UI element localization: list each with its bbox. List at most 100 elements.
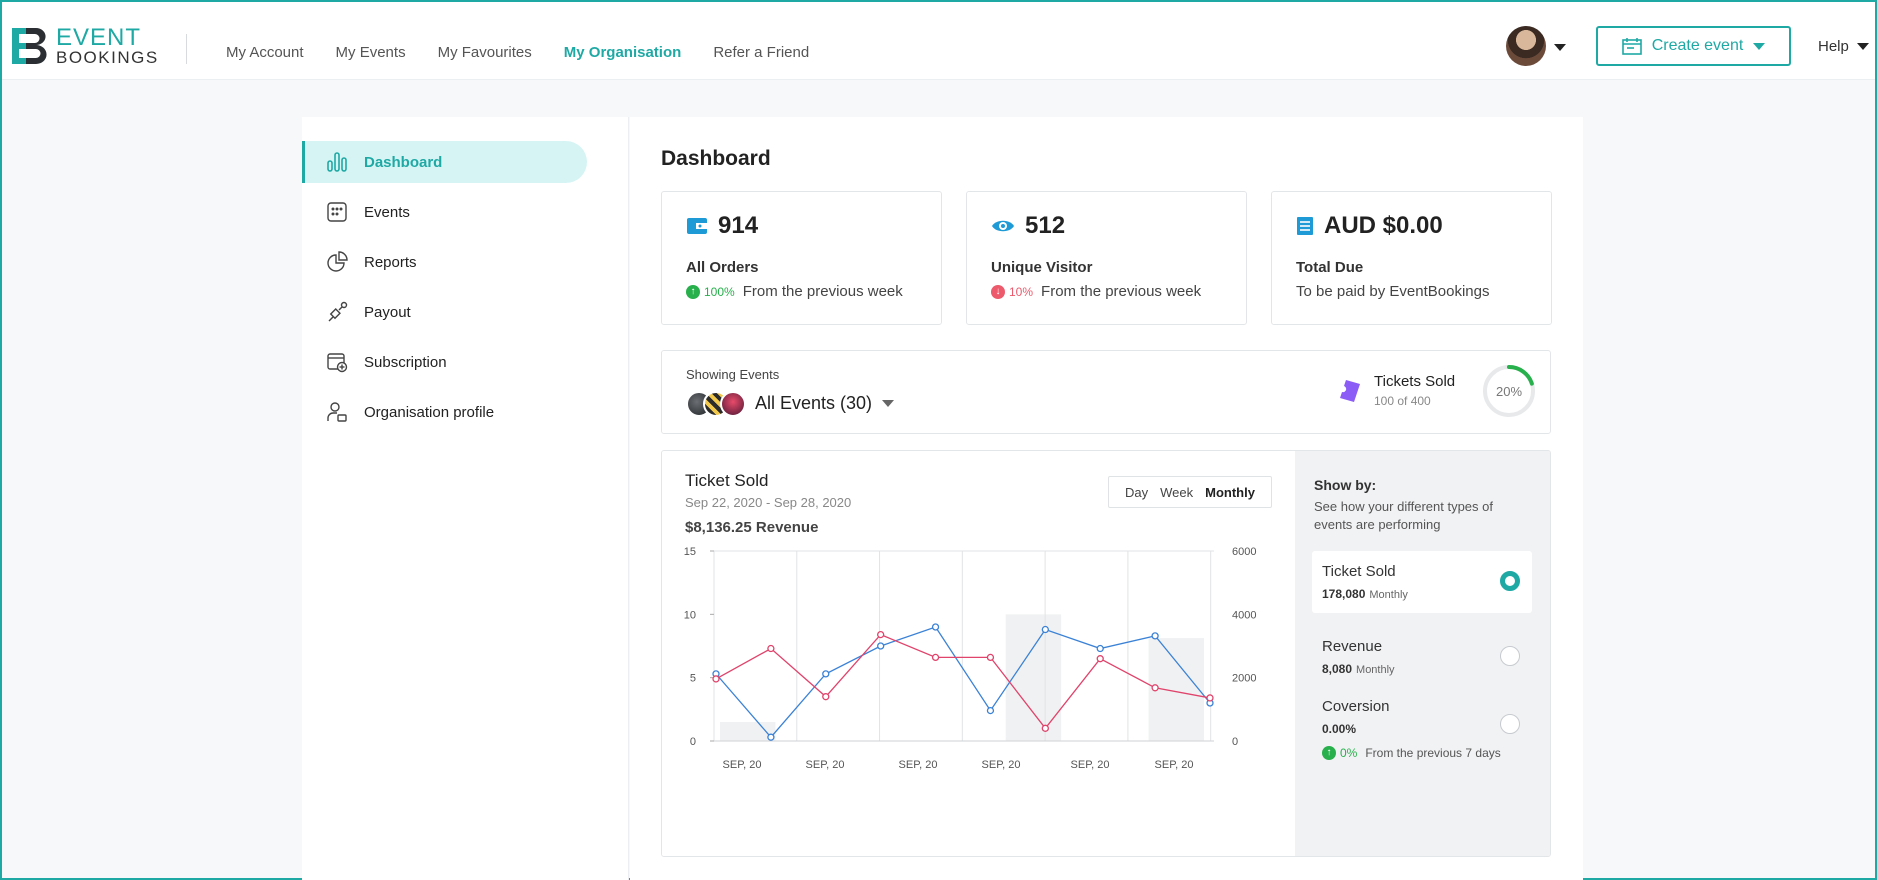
toggle-monthly[interactable]: Monthly bbox=[1205, 484, 1255, 500]
sidebar-item-subscription[interactable]: Subscription bbox=[302, 341, 587, 383]
series-point bbox=[986, 653, 995, 662]
stat-label: Total Due bbox=[1296, 259, 1364, 276]
calendar-icon bbox=[1621, 38, 1642, 55]
stat-card-orders[interactable]: 914 All Orders ↑ 100% From the previous … bbox=[661, 191, 942, 325]
option-period: Monthly bbox=[1356, 664, 1395, 676]
sidebar-item-payout[interactable]: Payout bbox=[302, 291, 587, 333]
stat-label: Unique Visitor bbox=[991, 259, 1093, 276]
series-point bbox=[931, 623, 940, 631]
y-left-tick-label: 10 bbox=[684, 609, 696, 621]
series-point bbox=[986, 706, 995, 715]
option-radio[interactable] bbox=[1500, 646, 1520, 666]
wallet-icon bbox=[687, 218, 707, 234]
top-bar: EVENT BOOKINGS My Account My Events My F… bbox=[2, 2, 1875, 80]
logo-mark-icon bbox=[12, 26, 48, 66]
series-point bbox=[1096, 655, 1104, 663]
y-right-tick-label: 0 bbox=[1232, 736, 1238, 748]
sidebar-item-label: Subscription bbox=[364, 353, 447, 371]
stat-value: 914 bbox=[718, 212, 759, 239]
option-title: Revenue bbox=[1322, 638, 1383, 655]
series-point bbox=[931, 653, 940, 662]
chevron-down-icon[interactable] bbox=[1554, 44, 1566, 51]
event-bookings-logo[interactable]: EVENT BOOKINGS bbox=[12, 25, 159, 66]
stat-change: 100% bbox=[704, 284, 735, 299]
sidebar-item-label: Organisation profile bbox=[364, 403, 495, 421]
toggle-day[interactable]: Day bbox=[1125, 484, 1149, 500]
y-left-tick-label: 15 bbox=[684, 546, 696, 558]
series-point bbox=[1096, 644, 1104, 653]
series-point bbox=[822, 693, 830, 701]
x-tick-label: SEP, 20 bbox=[982, 759, 1021, 771]
tickets-sold-count: 100 of 400 bbox=[1374, 394, 1431, 408]
arrow-up-icon: ↑ bbox=[1322, 746, 1336, 760]
stat-sub: From the previous week bbox=[742, 283, 903, 300]
series-point bbox=[877, 642, 885, 650]
stat-card-total-due[interactable]: AUD $0.00 Total Due To be paid by EventB… bbox=[1271, 191, 1552, 325]
chevron-down-icon bbox=[882, 400, 895, 407]
main-nav: My Account My Events My Favourites My Or… bbox=[226, 44, 841, 61]
ticket-sold-chart: 0 5 10 15 0 2000 4000 6000 SEP, 20 SEP, 20 SEP, 20… bbox=[684, 546, 1257, 771]
event-thumbnails bbox=[686, 391, 746, 417]
x-tick-label: SEP, 20 bbox=[899, 759, 938, 771]
event-select[interactable]: All Events (30) bbox=[755, 393, 895, 414]
sidebar: Dashboard Events Reports Payout Subscrip… bbox=[302, 117, 629, 880]
option-change: 0% bbox=[1340, 746, 1358, 760]
chevron-down-icon bbox=[1753, 42, 1766, 50]
option-radio[interactable] bbox=[1500, 571, 1520, 591]
nav-my-organisation[interactable]: My Organisation bbox=[563, 44, 682, 61]
sidebar-item-dashboard[interactable]: Dashboard bbox=[302, 141, 587, 183]
stat-sub: From the previous week bbox=[1041, 283, 1202, 300]
stat-value: 512 bbox=[1025, 212, 1066, 239]
stat-card-visitors[interactable]: 512 Unique Visitor ↓ 10% From the previo… bbox=[966, 191, 1247, 325]
series-point bbox=[1151, 632, 1159, 640]
arrow-up-icon: ↑ bbox=[686, 284, 700, 299]
series-point bbox=[712, 675, 720, 683]
y-right-tick-label: 2000 bbox=[1232, 673, 1256, 685]
filter-caption: Showing Events bbox=[686, 367, 780, 382]
background-bar bbox=[720, 722, 776, 741]
option-period: Monthly bbox=[1369, 589, 1408, 601]
x-tick-label: SEP, 20 bbox=[1155, 759, 1194, 771]
create-event-button[interactable]: Create event bbox=[1596, 26, 1791, 66]
show-by-option-conversion[interactable]: Coversion 0.00% ↑ 0% From the previous 7… bbox=[1312, 686, 1532, 760]
series-point bbox=[1206, 694, 1214, 702]
calendar-add-icon bbox=[327, 353, 348, 373]
tickets-sold-label: Tickets Sold bbox=[1374, 373, 1456, 390]
series-point bbox=[1041, 724, 1049, 732]
sidebar-item-events[interactable]: Events bbox=[302, 191, 587, 233]
nav-my-favourites[interactable]: My Favourites bbox=[437, 44, 532, 61]
series-point bbox=[1041, 625, 1049, 634]
avatar[interactable] bbox=[1506, 26, 1546, 66]
ticket-icon bbox=[1340, 379, 1360, 402]
option-value: 8,080 bbox=[1322, 662, 1353, 676]
y-left-tick-label: 5 bbox=[690, 673, 696, 685]
nav-refer-a-friend[interactable]: Refer a Friend bbox=[713, 44, 810, 61]
background-bar bbox=[1005, 614, 1062, 741]
show-by-option-revenue[interactable]: Revenue 8,080 Monthly bbox=[1312, 626, 1532, 688]
option-radio[interactable] bbox=[1500, 714, 1520, 734]
series-line bbox=[715, 633, 1211, 730]
y-right-tick-label: 6000 bbox=[1232, 546, 1256, 558]
chevron-down-icon bbox=[1856, 43, 1869, 50]
chart-title: Ticket Sold bbox=[685, 471, 769, 490]
nav-my-account[interactable]: My Account bbox=[226, 44, 304, 61]
series-point bbox=[877, 630, 885, 639]
help-menu[interactable]: Help bbox=[1818, 38, 1869, 55]
calendar-grid-icon bbox=[327, 202, 347, 222]
option-title: Ticket Sold bbox=[1322, 563, 1396, 580]
document-icon bbox=[1297, 217, 1313, 235]
toggle-week[interactable]: Week bbox=[1160, 484, 1194, 500]
series-point bbox=[767, 644, 775, 653]
page-title: Dashboard bbox=[661, 147, 771, 170]
x-tick-label: SEP, 20 bbox=[1071, 759, 1110, 771]
sidebar-item-reports[interactable]: Reports bbox=[302, 241, 587, 283]
event-select-value: All Events (30) bbox=[755, 393, 873, 413]
nav-my-events[interactable]: My Events bbox=[335, 44, 406, 61]
option-foot: From the previous 7 days bbox=[1365, 746, 1501, 760]
show-by-heading: Show by: bbox=[1314, 477, 1377, 493]
x-tick-label: SEP, 20 bbox=[806, 759, 845, 771]
sidebar-item-organisation-profile[interactable]: Organisation profile bbox=[302, 391, 587, 433]
series-line bbox=[715, 626, 1211, 739]
show-by-option-ticket-sold[interactable]: Ticket Sold 178,080 Monthly bbox=[1312, 551, 1532, 613]
stat-value: AUD $0.00 bbox=[1324, 212, 1443, 239]
